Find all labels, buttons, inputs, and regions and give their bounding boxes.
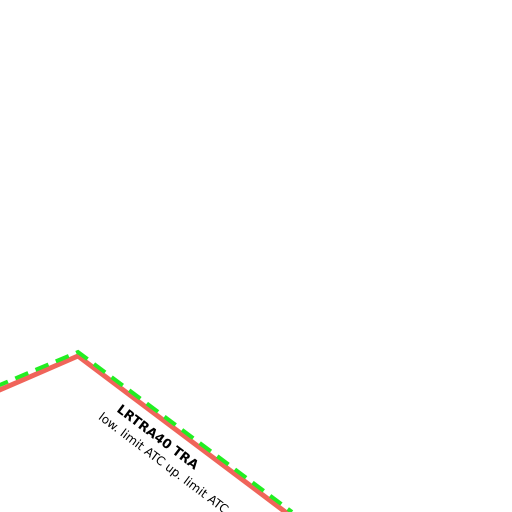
airspace-zone-label: LRTRA40 TRA low. limit ATC up. limit ATC [96,402,231,512]
airspace-boundary-line[interactable] [0,353,290,512]
airspace-zone-lrtra40[interactable] [0,349,294,512]
airspace-overlay-dashed-line [0,349,294,512]
airspace-zone-limits: low. limit ATC up. limit ATC [96,410,231,512]
